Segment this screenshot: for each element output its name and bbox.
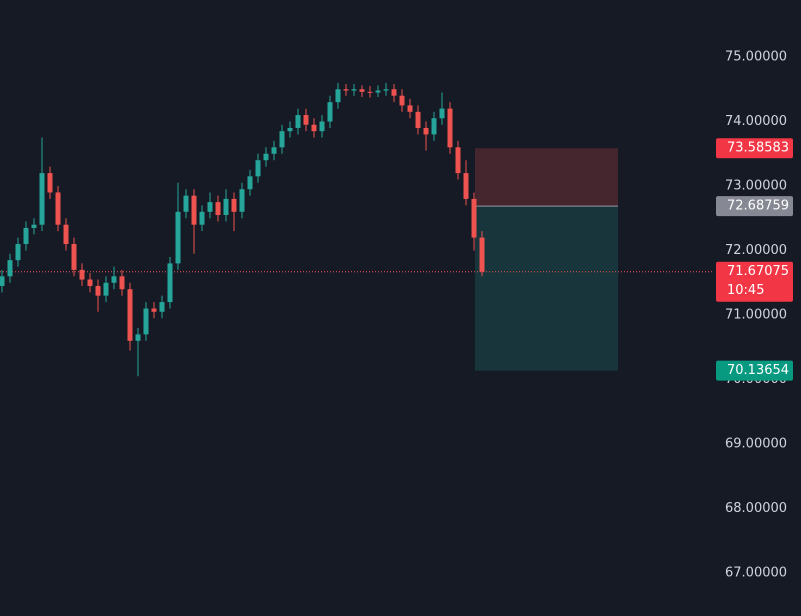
candle-body [319,121,325,132]
candle-body [191,195,197,225]
candle-body [415,111,421,128]
candle-body [31,224,37,228]
stop-label-bg [716,138,793,159]
y-tick-label: 74.00000 [725,114,787,129]
candle-body [95,285,101,296]
candle-body [135,334,141,341]
countdown: 10:45 [727,283,764,298]
candle-body [167,263,173,303]
candle-body [231,198,237,212]
candle-body [103,282,109,296]
y-tick-label: 72.00000 [725,243,787,258]
candle-body [175,211,181,264]
y-tick-label: 73.00000 [725,179,787,194]
candle-body [239,189,245,212]
entry-label: 72.68759 [727,199,789,214]
y-tick-label: 71.00000 [725,307,787,322]
candle-body [223,198,229,216]
candle-body [423,127,429,135]
candle-body [287,127,293,132]
y-tick-label: 67.00000 [725,565,787,580]
candle-body [375,90,381,93]
candle-body [247,176,253,190]
y-tick-label: 69.00000 [725,436,787,451]
candle-body [15,244,21,261]
target-label: 70.13654 [727,363,789,378]
candle-body [455,147,461,174]
candle-body [271,147,277,154]
candle-body [399,95,405,106]
candle-body [383,89,389,91]
candle-body [87,279,93,286]
candle-body [447,108,453,148]
candle-body [55,192,61,225]
candle-body [79,269,85,280]
candle-body [199,211,205,225]
candle-body [479,237,485,272]
candle-body [63,224,69,245]
candle-body [359,89,365,92]
candle-body [143,308,149,335]
y-tick-label: 75.00000 [725,50,787,65]
candle-body [311,124,317,132]
candle-body [119,276,125,290]
candle-body [39,173,45,225]
target-label-bg [716,360,793,381]
candle-body [0,276,5,286]
last-price-label: 71.67075 [727,264,789,279]
candle-body [255,160,261,177]
candle-body [343,89,349,91]
stop-zone [475,148,618,207]
candle-body [471,198,477,238]
candle-body [431,118,437,135]
candle-body [367,91,373,93]
candle-body [151,308,157,312]
candle-body [303,115,309,125]
candle-body [7,260,13,277]
candle-body [463,173,469,199]
stop-label: 73.58583 [727,141,789,156]
y-tick-label: 68.00000 [725,501,787,516]
candle-body [127,289,133,341]
entry-label-bg [716,196,793,217]
candle-body [407,105,413,112]
candle-body [71,244,77,270]
candle-body [183,195,189,212]
candle-body [335,89,341,103]
candle-body [351,89,357,91]
candle-body [159,302,165,312]
candle-body [47,173,53,193]
candle-body [279,131,285,148]
candle-body [111,276,117,283]
candle-body [391,89,397,96]
candle-body [263,153,269,161]
candle-body [327,102,333,122]
candle-body [439,108,445,119]
candle-body [295,115,301,128]
candle-body [207,202,213,212]
target-zone [475,206,618,371]
candle-body [23,227,29,245]
candle-body [215,202,221,216]
last-price-label-bg [716,261,793,302]
